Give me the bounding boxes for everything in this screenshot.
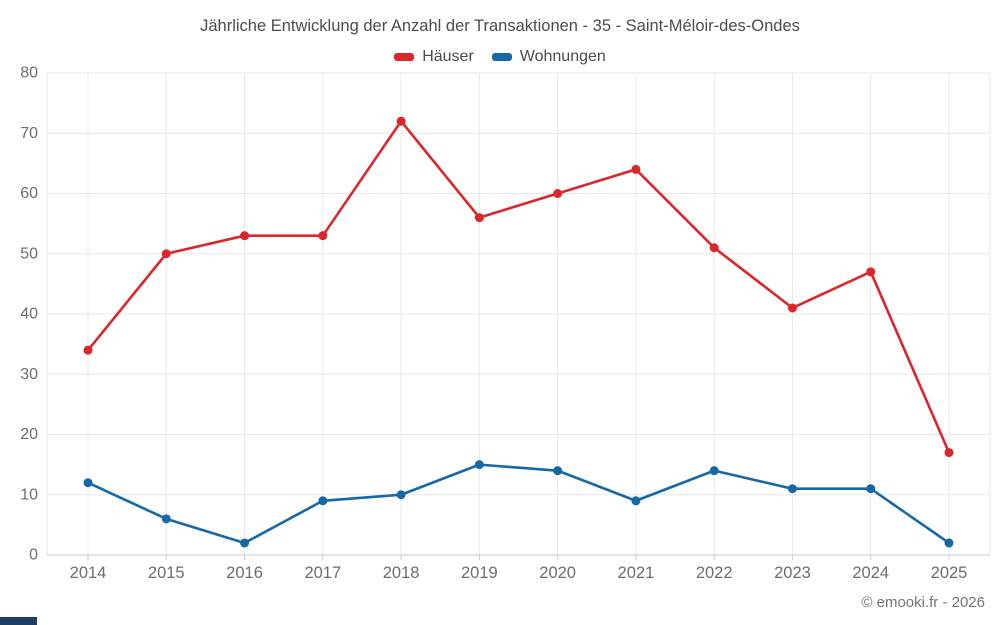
legend-item-haeuser[interactable]: Häuser bbox=[394, 48, 474, 66]
data-point-marker[interactable] bbox=[709, 243, 719, 253]
x-tick-label: 2023 bbox=[774, 564, 811, 582]
chart-title: Jährliche Entwicklung der Anzahl der Tra… bbox=[200, 17, 800, 35]
data-point-marker[interactable] bbox=[866, 484, 876, 494]
copyright-text: © emooki.fr - 2026 bbox=[861, 594, 985, 611]
data-point-marker[interactable] bbox=[709, 466, 719, 476]
y-tick-label: 50 bbox=[20, 245, 38, 262]
data-point-marker[interactable] bbox=[83, 345, 93, 355]
data-point-marker[interactable] bbox=[161, 514, 171, 524]
x-tick-label: 2025 bbox=[931, 564, 968, 582]
data-point-marker[interactable] bbox=[944, 538, 954, 548]
data-point-marker[interactable] bbox=[866, 267, 876, 277]
y-tick-label: 80 bbox=[20, 65, 38, 82]
data-point-marker[interactable] bbox=[787, 484, 797, 494]
y-tick-label: 40 bbox=[20, 306, 38, 323]
data-point-marker[interactable] bbox=[396, 490, 406, 500]
data-point-marker[interactable] bbox=[240, 538, 250, 548]
data-point-marker[interactable] bbox=[240, 231, 250, 241]
data-point-marker[interactable] bbox=[787, 303, 797, 313]
data-point-marker[interactable] bbox=[553, 189, 563, 198]
data-point-marker[interactable] bbox=[553, 466, 563, 476]
legend-item-wohnungen[interactable]: Wohnungen bbox=[491, 48, 606, 66]
x-tick-label: 2017 bbox=[304, 564, 341, 582]
x-tick-label: 2022 bbox=[696, 564, 733, 582]
series-line-haeuser bbox=[86, 119, 951, 454]
y-tick-label: 30 bbox=[20, 366, 38, 383]
legend-label-haeuser: Häuser bbox=[422, 48, 474, 65]
data-point-marker[interactable] bbox=[474, 213, 484, 223]
legend: Häuser Wohnungen bbox=[0, 48, 1000, 66]
x-tick-label: 2018 bbox=[383, 564, 420, 582]
data-point-marker[interactable] bbox=[474, 460, 484, 470]
x-tick-label: 2021 bbox=[618, 564, 655, 582]
data-point-marker[interactable] bbox=[944, 448, 954, 458]
y-tick-label: 10 bbox=[20, 486, 38, 503]
data-point-marker[interactable] bbox=[318, 231, 328, 241]
x-tick-label: 2014 bbox=[70, 564, 107, 582]
x-tick-label: 2016 bbox=[226, 564, 263, 582]
y-tick-label: 20 bbox=[20, 426, 38, 443]
data-point-marker[interactable] bbox=[631, 496, 641, 506]
legend-label-wohnungen: Wohnungen bbox=[519, 48, 606, 65]
data-point-marker[interactable] bbox=[83, 478, 93, 488]
series-line-wohnungen bbox=[86, 463, 951, 545]
x-tick-label: 2020 bbox=[539, 564, 576, 582]
data-point-marker[interactable] bbox=[318, 496, 328, 506]
legend-swatch-wohnungen-icon bbox=[491, 53, 512, 61]
data-point-marker[interactable] bbox=[631, 164, 641, 174]
y-tick-label: 60 bbox=[20, 185, 38, 202]
data-point-marker[interactable] bbox=[161, 249, 171, 259]
brand-bar bbox=[0, 617, 37, 625]
x-tick-label: 2015 bbox=[148, 564, 185, 582]
x-tick-label: 2024 bbox=[852, 564, 889, 582]
x-tick-label: 2019 bbox=[461, 564, 498, 582]
y-tick-label: 70 bbox=[20, 125, 38, 142]
legend-swatch-haeuser-icon bbox=[394, 53, 415, 61]
data-point-marker[interactable] bbox=[396, 116, 406, 126]
y-tick-label: 0 bbox=[29, 547, 38, 564]
